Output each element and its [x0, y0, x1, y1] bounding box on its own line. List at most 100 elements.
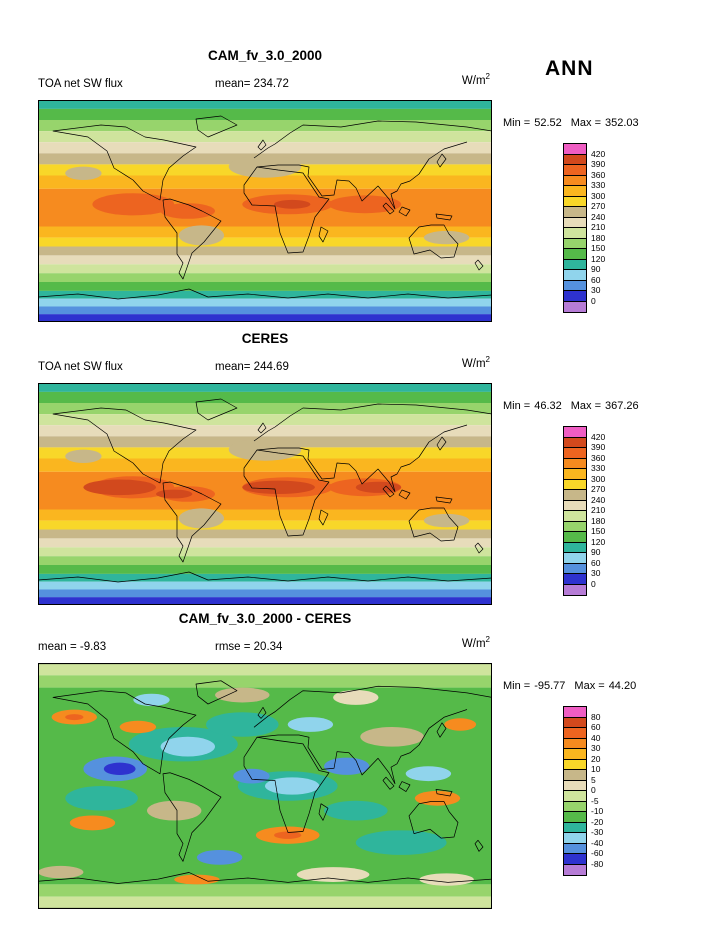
- units-label: W/m2: [462, 355, 490, 370]
- colorbar-box: [564, 532, 586, 543]
- colorbar-box: [564, 864, 586, 875]
- colorbar-box: [564, 822, 586, 833]
- min-value: 52.52: [534, 117, 562, 129]
- map-model: [38, 100, 492, 322]
- colorbar-box: [564, 553, 586, 564]
- colorbar-box: [564, 770, 586, 781]
- colorbar-box: [564, 259, 586, 270]
- colorbar-box: [564, 511, 586, 522]
- colorbar-box: [564, 154, 586, 165]
- colorbar-box: [564, 584, 586, 595]
- colorbar: 420 390 360 330 300 270 240 210 180 150 120 90 60 30 0: [563, 143, 623, 313]
- panel-subtitle-row: mean = -9.83 rmse = 20.34 W/m2: [38, 635, 492, 657]
- colorbar-box: [564, 249, 586, 260]
- units-exponent: 2: [485, 72, 490, 81]
- colorbar-tick-label: 80: [591, 711, 601, 722]
- colorbar-box: [564, 175, 586, 186]
- colorbar: 80 60 40 30 20 10 5 0 -5 -10 -20 -30 -40 -60 -80: [563, 706, 623, 876]
- min-max-stats: Min = 52.52 Max = 352.03: [503, 117, 648, 129]
- colorbar-tick-label: 60: [591, 274, 601, 285]
- colorbar-box: [564, 500, 586, 511]
- colorbar-tick-label: 390: [591, 442, 606, 452]
- mean-label: mean = -9.83: [38, 641, 107, 653]
- colorbar-tick-label: 180: [591, 515, 606, 526]
- colorbar-box: [564, 165, 586, 176]
- panel-title: CERES: [241, 331, 289, 346]
- panel-subtitle-row: TOA net SW flux mean= 244.69 W/m2: [38, 355, 492, 377]
- colorbar-box: [564, 717, 586, 728]
- colorbar: 420 390 360 330 300 270 240 210 180 150 120 90 60 30 0: [563, 426, 623, 596]
- colorbar-tick-label: 60: [591, 722, 601, 732]
- colorbar-box: [564, 217, 586, 228]
- colorbar-tick-label: 210: [591, 505, 606, 515]
- colorbar-tick-label: 420: [591, 148, 606, 159]
- colorbar-tick-label: -5: [591, 795, 599, 806]
- colorbar-tick-label: 0: [591, 785, 596, 795]
- colorbar-box: [564, 759, 586, 770]
- colorbar-tick-label: 30: [591, 743, 601, 753]
- colorbar-tick-label: 330: [591, 180, 606, 190]
- colorbar-box: [564, 728, 586, 739]
- colorbar-boxes: [563, 706, 587, 876]
- colorbar-box: [564, 144, 586, 155]
- colorbar-box: [564, 801, 586, 812]
- max-label: Max =: [570, 400, 602, 412]
- colorbar-box: [564, 563, 586, 574]
- colorbar-tick-label: 5: [591, 774, 596, 785]
- colorbar-tick-label: 420: [591, 431, 606, 442]
- colorbar-tick-label: 330: [591, 463, 606, 473]
- colorbar-tick-label: 150: [591, 243, 606, 253]
- colorbar-tick-label: 0: [591, 578, 596, 589]
- colorbar-tick-label: -10: [591, 806, 604, 816]
- colorbar-box: [564, 448, 586, 459]
- colorbar-box: [564, 521, 586, 532]
- colorbar-tick-label: 120: [591, 253, 606, 264]
- colorbar-tick-label: 270: [591, 201, 606, 211]
- map-obs: [38, 383, 492, 605]
- colorbar-box: [564, 270, 586, 281]
- map-difference: [38, 663, 492, 909]
- colorbar-box: [564, 301, 586, 312]
- colorbar-box: [564, 238, 586, 249]
- colorbar-tick-label: 30: [591, 568, 601, 578]
- max-label: Max =: [570, 117, 602, 129]
- colorbar-tick-label: 0: [591, 295, 596, 306]
- colorbar-box: [564, 812, 586, 823]
- colorbar-tick-label: 300: [591, 473, 606, 484]
- colorbar-box: [564, 780, 586, 791]
- colorbar-box: [564, 458, 586, 469]
- colorbar-box: [564, 843, 586, 854]
- colorbar-box: [564, 749, 586, 760]
- colorbar-box: [564, 542, 586, 553]
- colorbar-tick-label: 240: [591, 494, 606, 505]
- colorbar-box: [564, 437, 586, 448]
- colorbar-tick-label: 60: [591, 557, 601, 568]
- rmse-label: rmse = 20.34: [215, 641, 283, 653]
- colorbar-box: [564, 854, 586, 865]
- colorbar-box: [564, 196, 586, 207]
- colorbar-box: [564, 280, 586, 291]
- colorbar-tick-label: -80: [591, 858, 604, 869]
- colorbar-tick-label: -60: [591, 848, 604, 858]
- colorbar-tick-label: 360: [591, 169, 606, 180]
- colorbar-tick-label: 180: [591, 232, 606, 243]
- colorbar-tick-label: 40: [591, 732, 601, 743]
- colorbar-box: [564, 207, 586, 218]
- colorbar-box: [564, 707, 586, 718]
- colorbar-tick-label: -40: [591, 837, 604, 848]
- variable-label: TOA net SW flux: [38, 78, 123, 90]
- min-value: 46.32: [534, 400, 562, 412]
- panel-subtitle-row: TOA net SW flux mean= 234.72 W/m2: [38, 72, 492, 94]
- season-label: ANN: [545, 57, 594, 80]
- colorbar-box: [564, 574, 586, 585]
- colorbar-tick-label: 90: [591, 264, 601, 274]
- colorbar-box: [564, 738, 586, 749]
- colorbar-tick-label: 10: [591, 764, 601, 774]
- max-value: 352.03: [605, 117, 639, 129]
- min-label: Min =: [503, 117, 531, 129]
- panel-title: CAM_fv_3.0_2000 - CERES: [178, 611, 352, 626]
- max-value: 367.26: [605, 400, 639, 412]
- colorbar-tick-label: 120: [591, 536, 606, 547]
- colorbar-tick-label: -30: [591, 827, 604, 837]
